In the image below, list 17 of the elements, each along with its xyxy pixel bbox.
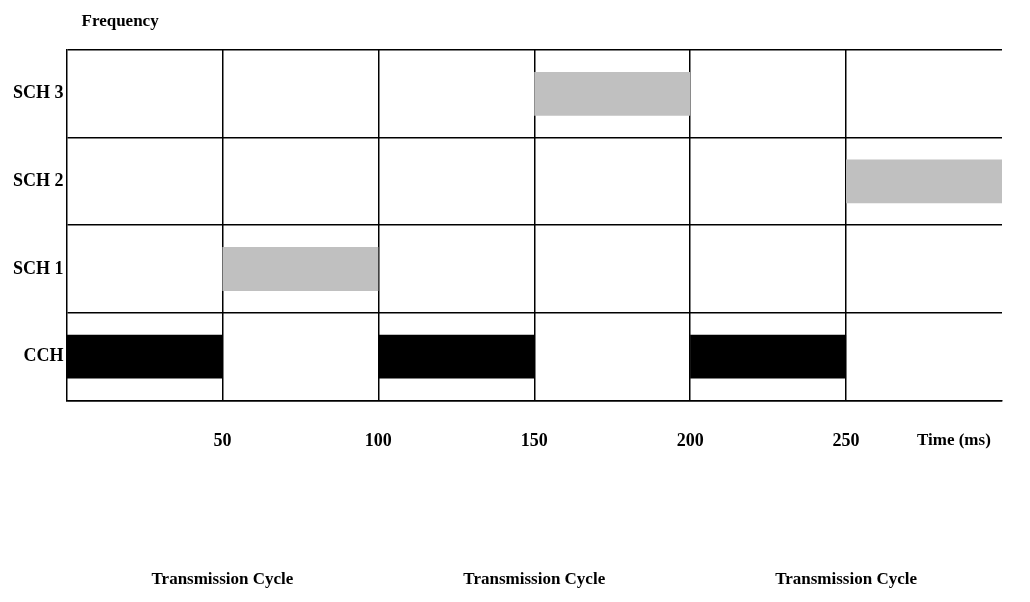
text: Transmission Cycle — [151, 569, 294, 589]
y-tick-label: SCH 2 — [13, 170, 64, 191]
x-tick-label: 100 — [364, 429, 392, 450]
x-tick-label: 200 — [676, 429, 704, 450]
bar — [534, 71, 691, 116]
y-tick-label: SCH 3 — [13, 82, 64, 103]
bar — [846, 159, 1002, 204]
text: Transmission Cycle — [463, 569, 606, 589]
y-axis-title: Frequency — [81, 11, 160, 31]
y-tick-label: SCH 1 — [13, 257, 64, 278]
x-tick-label: 50 — [213, 429, 232, 450]
text: Transmission Cycle — [775, 569, 918, 589]
y-tick-label: CCH — [23, 345, 64, 366]
x-tick-label: 250 — [832, 429, 860, 450]
x-tick-label: 150 — [520, 429, 548, 450]
bar — [222, 247, 379, 291]
x-axis-title: Time (ms) — [917, 429, 991, 449]
